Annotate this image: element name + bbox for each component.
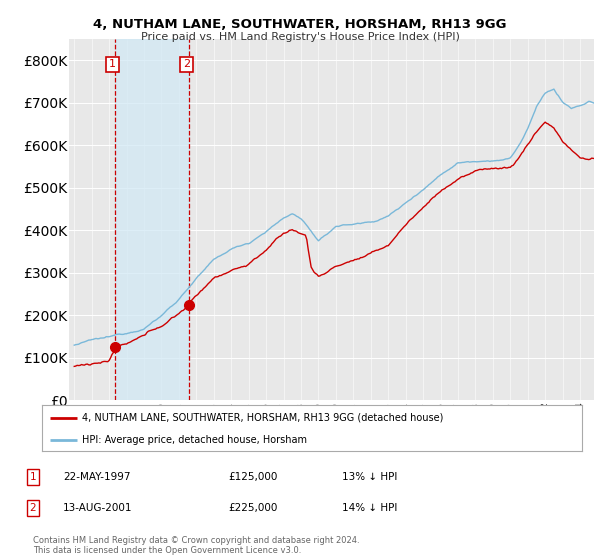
Text: 2: 2 (183, 59, 190, 69)
Text: 2: 2 (29, 503, 37, 513)
Text: 13% ↓ HPI: 13% ↓ HPI (342, 472, 397, 482)
Text: £125,000: £125,000 (228, 472, 277, 482)
Text: Contains HM Land Registry data © Crown copyright and database right 2024.
This d: Contains HM Land Registry data © Crown c… (33, 536, 359, 556)
Text: 13-AUG-2001: 13-AUG-2001 (63, 503, 133, 513)
Text: £225,000: £225,000 (228, 503, 277, 513)
Text: 14% ↓ HPI: 14% ↓ HPI (342, 503, 397, 513)
Text: 22-MAY-1997: 22-MAY-1997 (63, 472, 131, 482)
Text: 1: 1 (29, 472, 37, 482)
Text: Price paid vs. HM Land Registry's House Price Index (HPI): Price paid vs. HM Land Registry's House … (140, 32, 460, 43)
Text: 4, NUTHAM LANE, SOUTHWATER, HORSHAM, RH13 9GG: 4, NUTHAM LANE, SOUTHWATER, HORSHAM, RH1… (93, 18, 507, 31)
Text: 1: 1 (109, 59, 116, 69)
Text: HPI: Average price, detached house, Horsham: HPI: Average price, detached house, Hors… (83, 435, 308, 445)
Text: 4, NUTHAM LANE, SOUTHWATER, HORSHAM, RH13 9GG (detached house): 4, NUTHAM LANE, SOUTHWATER, HORSHAM, RH1… (83, 413, 444, 423)
Bar (115, 39, 189, 400)
